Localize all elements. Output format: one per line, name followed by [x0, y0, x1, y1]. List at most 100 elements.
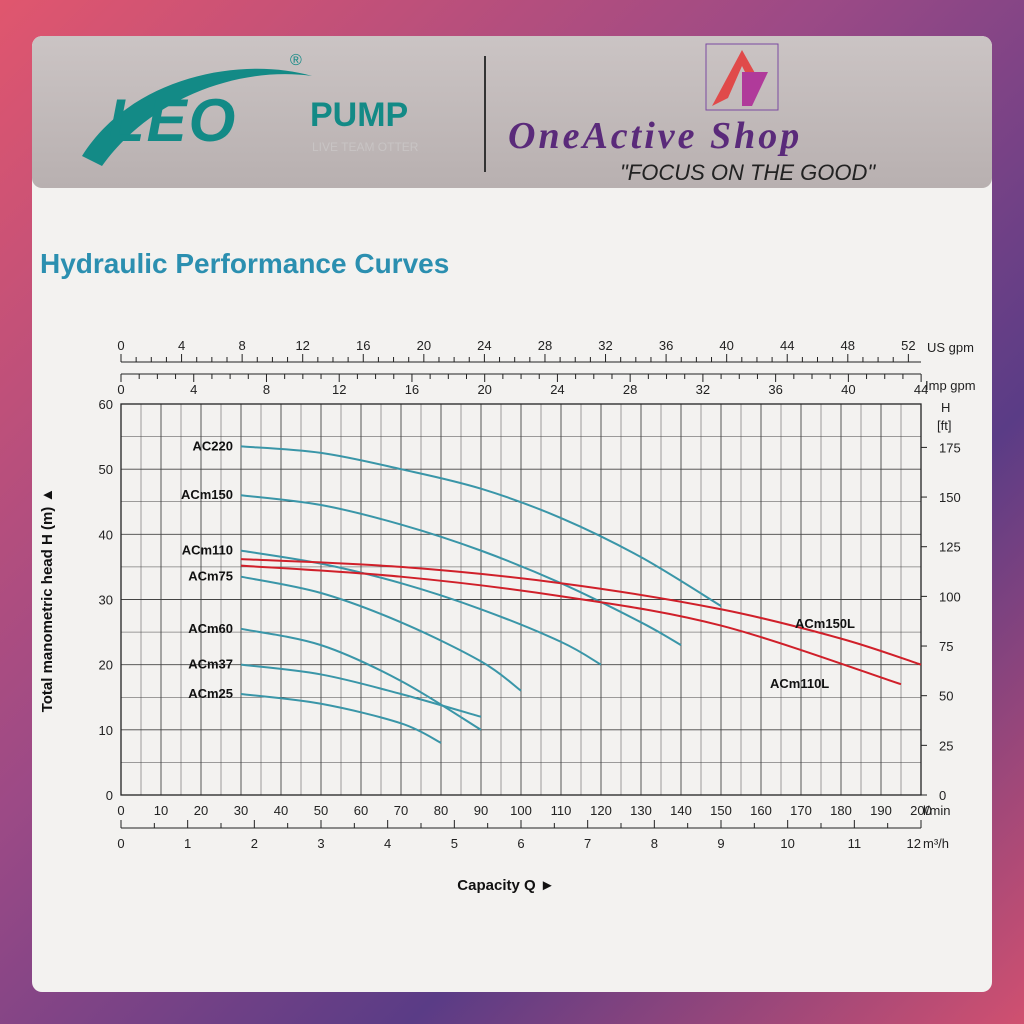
curve-ac220 [240, 445, 722, 607]
curve-acm37 [240, 663, 482, 718]
m3h-tick-label: 0 [117, 836, 124, 851]
us-gpm-unit-label: US gpm [927, 340, 974, 355]
curve-label-acm60: ACm60 [188, 621, 233, 636]
imp-gpm-tick-label: 44 [914, 382, 928, 397]
imp-gpm-unit-label: Imp gpm [925, 378, 976, 393]
ft-tick-label: 175 [939, 440, 961, 455]
x-tick-label: 20 [194, 803, 208, 818]
x-tick-label: 40 [274, 803, 288, 818]
plot-frame [120, 403, 922, 796]
m3h-tick-label: 8 [651, 836, 658, 851]
curve-label-ac220: AC220 [193, 438, 233, 453]
imp-gpm-tick-label: 12 [332, 382, 346, 397]
x-tick-label: 110 [551, 803, 572, 818]
x-unit-label: l/min [923, 803, 950, 818]
us-gpm-tick-label: 28 [538, 338, 552, 353]
x-tick-label: 90 [474, 803, 488, 818]
imp-gpm-tick-label: 36 [768, 382, 782, 397]
x-tick-label: 30 [234, 803, 248, 818]
curve-acm110l [240, 564, 902, 686]
curve-acm75 [240, 575, 522, 692]
x-tick-label: 120 [590, 803, 612, 818]
chart-title: Hydraulic Performance Curves [40, 248, 450, 279]
us-gpm-tick-label: 0 [117, 338, 124, 353]
y-axis-title: Total manometric head H (m) ▲ [39, 488, 56, 713]
m3h-tick-label: 3 [317, 836, 324, 851]
imp-gpm-tick-label: 0 [117, 382, 124, 397]
product-card: ® LEO PUMP LIVE TEAM OTTER OneActive Sho… [32, 36, 992, 992]
x-tick-label: 200 [910, 803, 932, 818]
brand-tagline: LIVE TEAM OTTER [312, 140, 419, 154]
m3h-tick-label: 7 [584, 836, 591, 851]
imp-gpm-tick-label: 32 [696, 382, 710, 397]
curve-acm150 [240, 494, 682, 646]
us-gpm-tick-label: 40 [719, 338, 733, 353]
curve-label-acm110l: ACm110L [770, 676, 829, 691]
y-tick-label: 30 [99, 593, 113, 608]
us-gpm-tick-label: 12 [295, 338, 309, 353]
y-tick-label: 10 [99, 723, 113, 738]
imp-gpm-tick-label: 16 [405, 382, 419, 397]
imp-gpm-tick-label: 4 [190, 382, 197, 397]
us-gpm-tick-label: 4 [178, 338, 185, 353]
x-tick-label: 100 [510, 803, 532, 818]
y-tick-label: 50 [99, 462, 113, 477]
imp-gpm-tick-label: 8 [263, 382, 270, 397]
curve-label-acm150: ACm150 [181, 487, 233, 502]
shop-name: OneActive Shop [508, 115, 803, 157]
ft-unit-label: H [941, 400, 950, 415]
x-axis-title: Capacity Q ► [457, 877, 554, 894]
us-gpm-tick-label: 16 [356, 338, 370, 353]
x-tick-label: 130 [630, 803, 652, 818]
x-tick-label: 160 [750, 803, 772, 818]
m3h-tick-label: 5 [451, 836, 458, 851]
us-gpm-tick-label: 8 [239, 338, 246, 353]
x-tick-label: 10 [154, 803, 168, 818]
x-tick-label: 70 [394, 803, 408, 818]
m3h-tick-label: 2 [251, 836, 258, 851]
m3h-tick-label: 1 [184, 836, 191, 851]
ft-tick-label: 100 [939, 589, 961, 604]
us-gpm-tick-label: 32 [598, 338, 612, 353]
us-gpm-tick-label: 36 [659, 338, 673, 353]
us-gpm-tick-label: 20 [417, 338, 431, 353]
curve-label-acm150l: ACm150L [795, 616, 855, 631]
y-tick-label: 40 [99, 527, 113, 542]
shop-tagline: "FOCUS ON THE GOOD" [620, 160, 876, 185]
ft-tick-label: 25 [939, 738, 953, 753]
x-tick-label: 170 [790, 803, 812, 818]
curve-label-acm110: ACm110 [182, 543, 233, 558]
shop-logo-icon [705, 43, 779, 111]
registered-mark: ® [290, 52, 302, 69]
x-tick-label: 190 [870, 803, 892, 818]
us-gpm-tick-label: 52 [901, 338, 915, 353]
m3h-tick-label: 11 [848, 836, 862, 851]
x-tick-label: 180 [830, 803, 852, 818]
x-tick-label: 60 [354, 803, 368, 818]
y-tick-label: 0 [106, 788, 113, 803]
banner-divider [484, 56, 486, 172]
curve-label-acm37: ACm37 [188, 657, 233, 672]
x-tick-label: 80 [434, 803, 448, 818]
curve-acm150l [240, 558, 922, 666]
pump-word: PUMP [310, 96, 409, 134]
m3h-tick-label: 12 [907, 836, 921, 851]
curve-label-acm25: ACm25 [188, 686, 233, 701]
imp-gpm-tick-label: 28 [623, 382, 637, 397]
imp-gpm-tick-label: 20 [477, 382, 491, 397]
leo-logo: LEO [108, 87, 238, 154]
imp-gpm-tick-label: 24 [550, 382, 564, 397]
leo-swoosh-icon [82, 68, 312, 166]
us-gpm-tick-label: 48 [841, 338, 855, 353]
m3h-tick-label: 4 [384, 836, 391, 851]
chart-grid [120, 403, 922, 796]
y-tick-label: 60 [99, 397, 113, 412]
ft-tick-label: 125 [939, 540, 961, 555]
ft-tick-label: 75 [939, 639, 953, 654]
ft-tick-label: 50 [939, 689, 953, 704]
ft-tick-label: 150 [939, 490, 961, 505]
x-tick-label: 140 [670, 803, 692, 818]
imp-gpm-tick-label: 40 [841, 382, 855, 397]
x-tick-label: 50 [314, 803, 328, 818]
us-gpm-tick-label: 44 [780, 338, 794, 353]
